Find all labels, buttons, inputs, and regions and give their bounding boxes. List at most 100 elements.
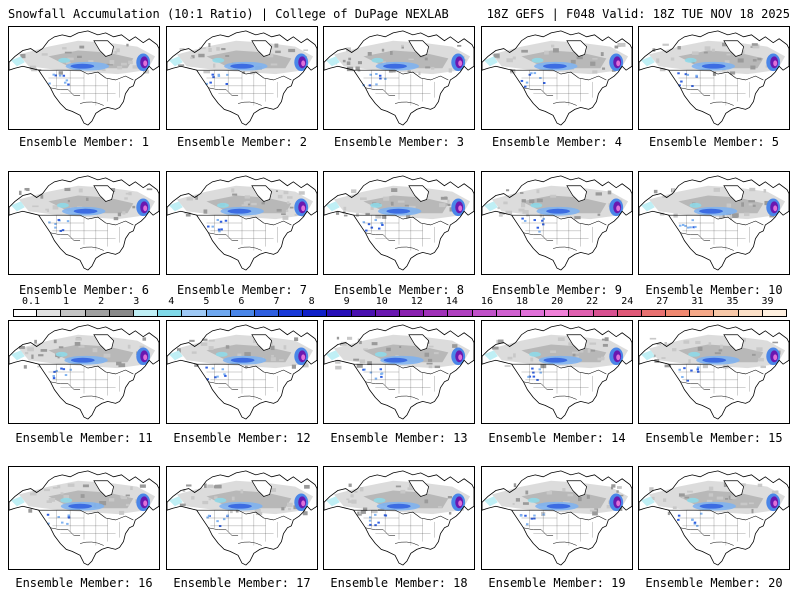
north-america-map-icon [639,470,789,566]
colorbar-swatch [424,309,449,317]
colorbar-swatch [85,309,110,317]
north-america-map-icon [639,30,789,126]
member-caption: Ensemble Member: 18 [330,576,468,590]
ensemble-panel-9 [481,171,633,275]
colorbar-swatch [279,309,304,317]
ensemble-panel-16 [8,466,160,570]
north-america-map-icon [167,175,317,271]
colorbar-label: 22 [586,296,599,307]
colorbar-swatch [327,309,352,317]
member-caption: Ensemble Member: 6 [18,283,150,297]
ensemble-panel-11 [8,320,160,424]
colorbar-swatch [400,309,425,317]
member-caption: Ensemble Member: 7 [176,283,308,297]
run-info: 18Z GEFS | F048 Valid: 18Z TUE NOV 18 20… [486,7,790,21]
colorbar-label: 2 [98,296,105,307]
north-america-map-icon [482,30,632,126]
colorbar-swatch [133,309,159,317]
ensemble-panel-7 [166,171,318,275]
colorbar-label: 27 [656,296,669,307]
colorbar-swatch [254,309,280,317]
member-caption: Ensemble Member: 4 [491,135,623,149]
chart-title: Snowfall Accumulation (10:1 Ratio) | Col… [8,7,449,21]
colorbar-swatch [230,309,255,317]
colorbar-label: 9 [343,296,350,307]
member-caption: Ensemble Member: 3 [333,135,465,149]
colorbar-swatch [472,309,497,317]
north-america-map-icon [482,324,632,420]
north-america-map-icon [167,30,317,126]
colorbar-swatch [690,309,715,317]
member-caption: Ensemble Member: 17 [173,576,311,590]
colorbar-swatch [448,309,473,317]
ensemble-panel-8 [323,171,475,275]
member-caption: Ensemble Member: 9 [491,283,623,297]
ensemble-panel-20 [638,466,790,570]
ensemble-panel-6 [8,171,160,275]
member-caption: Ensemble Member: 16 [15,576,153,590]
member-caption: Ensemble Member: 15 [645,431,783,445]
colorbar-swatch [496,309,521,317]
north-america-map-icon [9,470,159,566]
colorbar-label: 39 [761,296,774,307]
north-america-map-icon [324,324,474,420]
colorbar-swatch [666,309,691,317]
north-america-map-icon [639,175,789,271]
north-america-map-icon [167,324,317,420]
member-caption: Ensemble Member: 5 [648,135,780,149]
colorbar-label: 16 [480,296,493,307]
colorbar-swatch [738,309,763,317]
colorbar-label: 0.1 [21,296,41,307]
north-america-map-icon [9,175,159,271]
north-america-map-icon [324,175,474,271]
north-america-map-icon [9,30,159,126]
colorbar-swatch [61,309,86,317]
colorbar-label: 12 [410,296,423,307]
ensemble-panel-17 [166,466,318,570]
ensemble-panel-2 [166,26,318,130]
colorbar-swatch [641,309,667,317]
colorbar-swatch [182,309,207,317]
north-america-map-icon [9,324,159,420]
colorbar-swatch [206,309,231,317]
colorbar-swatch [109,309,134,317]
ensemble-panel-3 [323,26,475,130]
colorbar-swatch [593,309,618,317]
ensemble-panel-15 [638,320,790,424]
ensemble-panel-5 [638,26,790,130]
colorbar-swatch [545,309,570,317]
colorbar-swatch [520,309,546,317]
colorbar-label: 24 [621,296,634,307]
colorbar-swatch [762,309,787,317]
colorbar-label: 20 [551,296,564,307]
north-america-map-icon [324,30,474,126]
member-caption: Ensemble Member: 1 [18,135,150,149]
colorbar-label: 31 [691,296,704,307]
ensemble-panel-1 [8,26,160,130]
ensemble-panel-4 [481,26,633,130]
ensemble-panel-14 [481,320,633,424]
north-america-map-icon [482,175,632,271]
colorbar-swatch [375,309,400,317]
colorbar-label: 1 [63,296,70,307]
member-caption: Ensemble Member: 2 [176,135,308,149]
colorbar-label: 8 [308,296,315,307]
member-caption: Ensemble Member: 10 [645,283,783,297]
colorbar-label: 18 [516,296,529,307]
member-caption: Ensemble Member: 11 [15,431,153,445]
colorbar-swatch [37,309,62,317]
colorbar-label: 5 [203,296,210,307]
member-caption: Ensemble Member: 12 [173,431,311,445]
colorbar-label: 10 [375,296,388,307]
ensemble-panel-10 [638,171,790,275]
north-america-map-icon [167,470,317,566]
colorbar-swatch [714,309,739,317]
member-caption: Ensemble Member: 19 [488,576,626,590]
colorbar-label: 14 [445,296,458,307]
ensemble-panel-18 [323,466,475,570]
north-america-map-icon [324,470,474,566]
colorbar-swatch [303,309,328,317]
colorbar-swatch [569,309,594,317]
colorbar-swatch [158,309,183,317]
member-caption: Ensemble Member: 20 [645,576,783,590]
